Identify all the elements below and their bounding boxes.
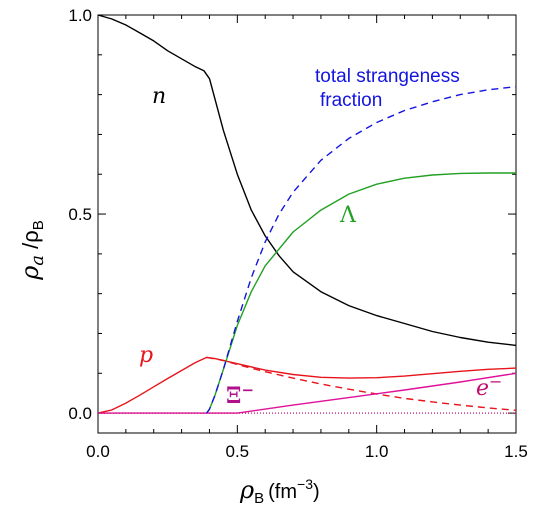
series-line-- bbox=[206, 172, 516, 414]
series-line-p-dashed bbox=[206, 356, 517, 411]
y-axis-title-slash: /ρ bbox=[18, 230, 43, 255]
x-axis-title-close: ) bbox=[313, 481, 320, 503]
y-axis-title-sub-a: a bbox=[27, 255, 48, 266]
x-axis-title: ρB (fm−3) bbox=[239, 476, 320, 507]
label-p: p bbox=[139, 343, 153, 368]
x-tick-label: 1.5 bbox=[504, 442, 528, 461]
label-strangeness-line1: total strangeness bbox=[315, 66, 460, 87]
label-lambda: Λ bbox=[339, 203, 357, 228]
series-lines bbox=[97, 14, 517, 414]
x-axis-title-exp: −3 bbox=[297, 476, 313, 492]
label-e: e− bbox=[476, 372, 502, 401]
x-tick-label: 0.0 bbox=[86, 442, 110, 461]
label-xi: Ξ− bbox=[226, 381, 254, 409]
x-axis-title-unit: (fm bbox=[268, 481, 297, 503]
label-e-sup: − bbox=[489, 372, 502, 391]
y-axis-title: ρa /ρB bbox=[16, 220, 48, 281]
series-line-- bbox=[98, 372, 517, 414]
label-e-text: e bbox=[476, 376, 489, 401]
x-axis-title-sub: B bbox=[254, 490, 264, 507]
label-xi-sup: − bbox=[241, 381, 254, 399]
y-tick-label: 1.0 bbox=[68, 6, 92, 25]
axis-tick-labels: 0.0 0.5 1.0 1.5 0.0 0.5 1.0 bbox=[68, 6, 527, 461]
y-axis-title-rho: ρ bbox=[16, 266, 44, 281]
y-axis-title-sub-b: B bbox=[30, 220, 47, 230]
series-line-p bbox=[97, 356, 517, 414]
plot-frame bbox=[97, 14, 517, 434]
x-tick-label: 0.5 bbox=[226, 442, 250, 461]
label-n: n bbox=[152, 84, 166, 109]
y-tick-label: 0.0 bbox=[68, 404, 92, 423]
series-line-total-strangeness-fraction bbox=[206, 86, 517, 414]
y-tick-label: 0.5 bbox=[68, 205, 92, 224]
label-xi-text: Ξ bbox=[226, 383, 241, 409]
x-tick-label: 1.0 bbox=[365, 442, 389, 461]
x-axis-title-rho: ρ bbox=[239, 476, 254, 504]
label-strangeness-line2: fraction bbox=[320, 90, 382, 111]
series-line-n bbox=[97, 14, 517, 347]
